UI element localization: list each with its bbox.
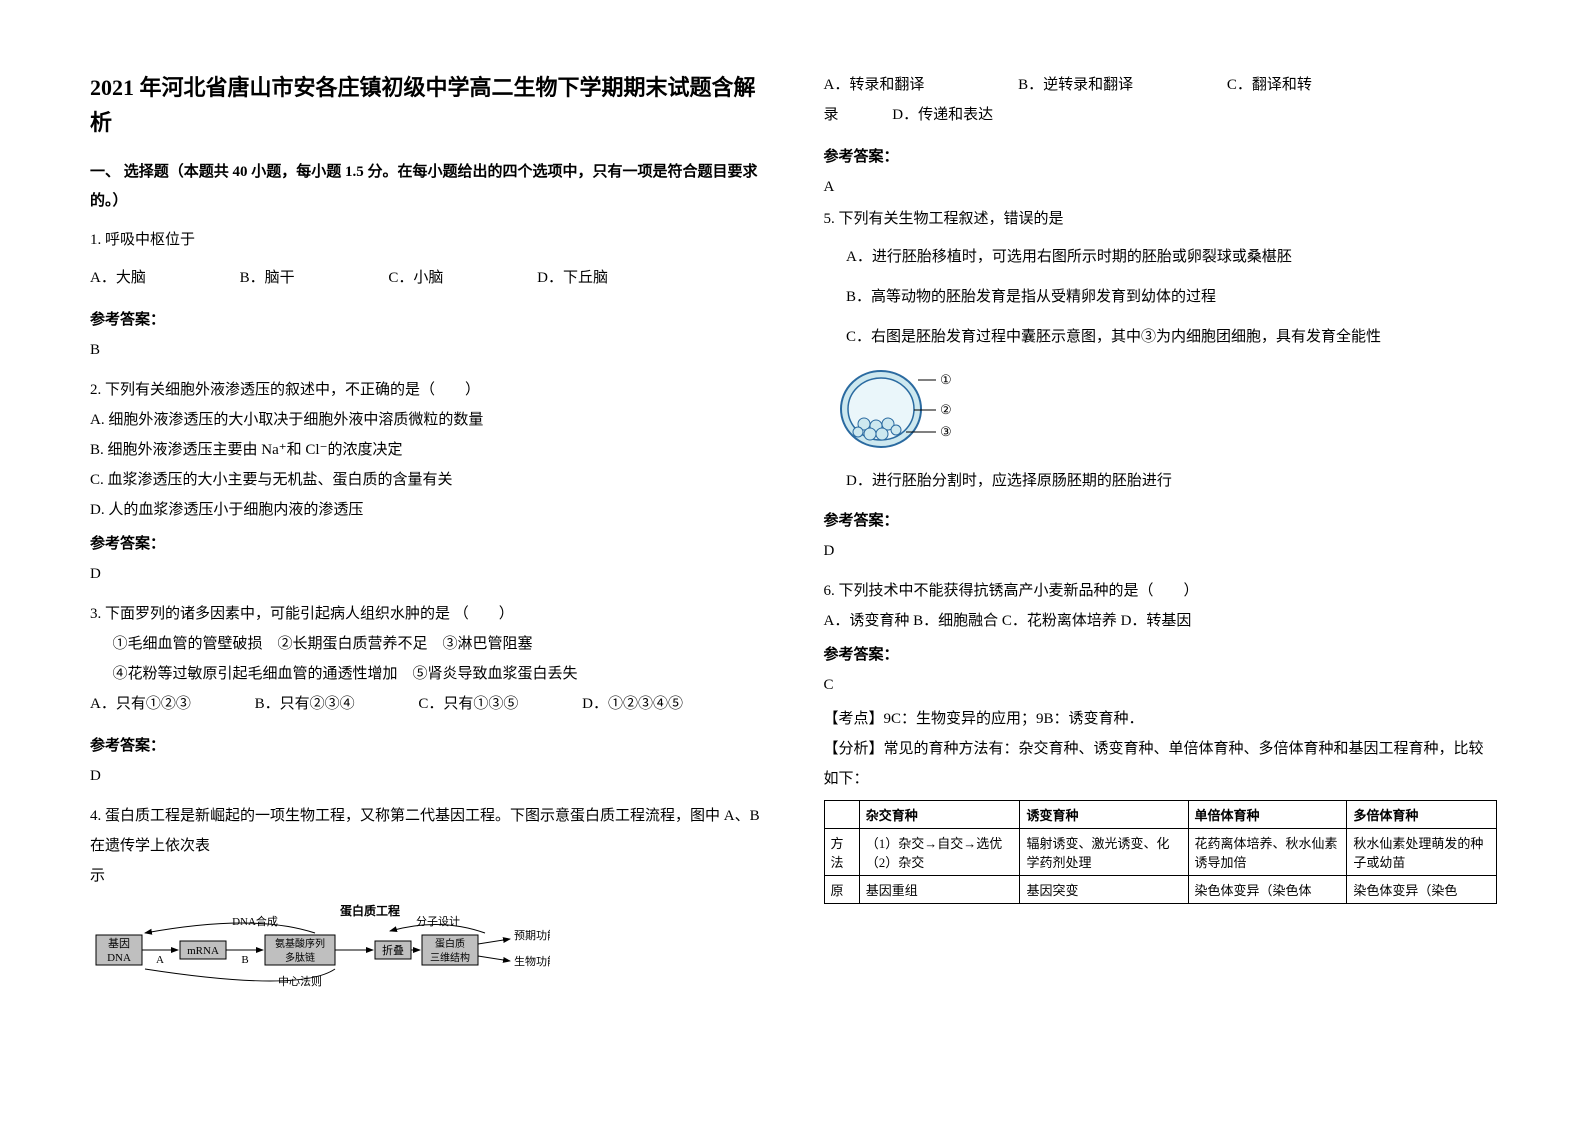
blasto-label-1: ① — [940, 372, 952, 387]
q1-stem: 1. 呼吸中枢位于 — [90, 225, 764, 255]
diagram-arrow-b: B — [241, 954, 248, 966]
q2-opt-d: D. 人的血浆渗透压小于细胞内液的渗透压 — [90, 495, 764, 525]
q4-opt-c2: 录 — [824, 100, 839, 130]
th-3: 单倍体育种 — [1188, 801, 1347, 829]
td: 染色体变异（染色体 — [1188, 876, 1347, 904]
q1-answer-label: 参考答案： — [90, 305, 764, 335]
q4-answer: A — [824, 172, 1498, 202]
th-2: 诱变育种 — [1020, 801, 1188, 829]
right-column: A．转录和翻译 B．逆转录和翻译 C．翻译和转 录 D．传递和表达 参考答案： … — [824, 70, 1498, 1082]
q4-stem1: 4. 蛋白质工程是新崛起的一项生物工程，又称第二代基因工程。下图示意蛋白质工程流… — [90, 801, 764, 861]
td: 基因突变 — [1020, 876, 1188, 904]
th-4: 多倍体育种 — [1347, 801, 1497, 829]
q4-options-line1: A．转录和翻译 B．逆转录和翻译 C．翻译和转 — [824, 70, 1498, 100]
q1-opt-a: A．大脑 — [90, 263, 146, 293]
th-1: 杂交育种 — [859, 801, 1020, 829]
section-heading: 一、 选择题（本题共 40 小题，每小题 1.5 分。在每小题给出的四个选项中，… — [90, 158, 764, 215]
q4-opt-b: B．逆转录和翻译 — [1018, 70, 1133, 100]
table-row: 方法 （1）杂交→自交→选优（2）杂交 辐射诱变、激光诱变、化学药剂处理 花药离… — [824, 829, 1497, 876]
q6-answer: C — [824, 670, 1498, 700]
td: 原 — [824, 876, 859, 904]
q6-fenxi: 【分析】常见的育种方法有：杂交育种、诱变育种、单倍体育种、多倍体育种和基因工程育… — [824, 734, 1498, 794]
q5-answer: D — [824, 536, 1498, 566]
diagram-top-label: 蛋白质工程 — [340, 903, 400, 918]
q3-line1: ①毛细血管的管壁破损 ②长期蛋白质营养不足 ③淋巴管阻塞 — [90, 629, 764, 659]
q1-options: A．大脑 B．脑干 C．小脑 D．下丘脑 — [90, 263, 764, 293]
q1-opt-d: D．下丘脑 — [537, 263, 608, 293]
q6-kaodian: 【考点】9C：生物变异的应用；9B：诱变育种． — [824, 704, 1498, 734]
q6-answer-label: 参考答案： — [824, 640, 1498, 670]
diagram-out1: 预期功能 — [514, 928, 550, 942]
td: 方法 — [824, 829, 859, 876]
q2-opt-b: B. 细胞外液渗透压主要由 Na⁺和 Cl⁻的浓度决定 — [90, 435, 764, 465]
q3-line2: ④花粉等过敏原引起毛细血管的通透性增加 ⑤肾炎导致血浆蛋白丢失 — [90, 659, 764, 689]
q4-options-line2: 录 D．传递和表达 — [824, 100, 1498, 130]
protein-engineering-diagram: 蛋白质工程 DNA合成 分子设计 基因 DNA mRNA 氨基酸序列 多肽链 折… — [90, 903, 550, 993]
diagram-box5-l2: 三维结构 — [430, 951, 470, 964]
q3-answer: D — [90, 761, 764, 791]
q5-opt-d: D．进行胚胎分割时，应选择原肠胚期的胚胎进行 — [824, 466, 1498, 496]
q1-opt-c: C．小脑 — [388, 263, 443, 293]
q5-opt-c: C．右图是胚胎发育过程中囊胚示意图，其中③为内细胞团细胞，具有发育全能性 — [824, 322, 1498, 352]
q3-answer-label: 参考答案： — [90, 731, 764, 761]
diagram-dnasynth-label: DNA合成 — [232, 914, 278, 928]
q4-opt-a: A．转录和翻译 — [824, 70, 925, 100]
diagram-box3-l1: 氨基酸序列 — [275, 937, 325, 950]
q4-stem2: 示 — [90, 861, 764, 891]
diagram-box1-l1: 基因 — [108, 937, 130, 950]
diagram-box5-l1: 蛋白质 — [435, 937, 465, 950]
q2-opt-c: C. 血浆渗透压的大小主要与无机盐、蛋白质的含量有关 — [90, 465, 764, 495]
td: 染色体变异（染色 — [1347, 876, 1497, 904]
q2-answer: D — [90, 559, 764, 589]
diagram-box1-l2: DNA — [107, 952, 131, 964]
q5-opt-a: A．进行胚胎移植时，可选用右图所示时期的胚胎或卵裂球或桑椹胚 — [824, 242, 1498, 272]
td: 辐射诱变、激光诱变、化学药剂处理 — [1020, 829, 1188, 876]
q3-opt-b: B．只有②③④ — [255, 689, 355, 719]
q5-answer-label: 参考答案： — [824, 506, 1498, 536]
exam-title: 2021 年河北省唐山市安各庄镇初级中学高二生物下学期期末试题含解析 — [90, 70, 764, 140]
td: 秋水仙素处理萌发的种子或幼苗 — [1347, 829, 1497, 876]
table-row: 原 基因重组 基因突变 染色体变异（染色体 染色体变异（染色 — [824, 876, 1497, 904]
td: 花药离体培养、秋水仙素诱导加倍 — [1188, 829, 1347, 876]
q3-opt-d: D．①②③④⑤ — [582, 689, 683, 719]
q1-opt-b: B．脑干 — [240, 263, 295, 293]
diagram-box4: 折叠 — [382, 943, 404, 957]
breeding-table: 杂交育种 诱变育种 单倍体育种 多倍体育种 方法 （1）杂交→自交→选优（2）杂… — [824, 800, 1498, 904]
q2-stem: 2. 下列有关细胞外液渗透压的叙述中，不正确的是（ ） — [90, 375, 764, 405]
diagram-design-label: 分子设计 — [416, 915, 460, 928]
q2-answer-label: 参考答案： — [90, 529, 764, 559]
diagram-out2: 生物功能 — [514, 954, 550, 968]
td: 基因重组 — [859, 876, 1020, 904]
q4-answer-label: 参考答案： — [824, 142, 1498, 172]
q5-opt-b: B．高等动物的胚胎发育是指从受精卵发育到幼体的过程 — [824, 282, 1498, 312]
diagram-box3-l2: 多肽链 — [285, 951, 315, 964]
q6-stem: 6. 下列技术中不能获得抗锈高产小麦新品种的是（ ） — [824, 576, 1498, 606]
diagram-arrow-a: A — [156, 954, 164, 966]
th-0 — [824, 801, 859, 829]
q6-opts: A．诱变育种 B．细胞融合 C．花粉离体培养 D．转基因 — [824, 606, 1498, 636]
q2-opt-a: A. 细胞外液渗透压的大小取决于细胞外液中溶质微粒的数量 — [90, 405, 764, 435]
q1-answer: B — [90, 335, 764, 365]
q5-stem: 5. 下列有关生物工程叙述，错误的是 — [824, 204, 1498, 234]
q3-opt-c: C．只有①③⑤ — [418, 689, 518, 719]
td: （1）杂交→自交→选优（2）杂交 — [859, 829, 1020, 876]
table-header-row: 杂交育种 诱变育种 单倍体育种 多倍体育种 — [824, 801, 1497, 829]
blastocyst-diagram: ① ② ③ — [836, 364, 986, 454]
blasto-label-3: ③ — [940, 424, 952, 439]
q3-stem: 3. 下面罗列的诸多因素中，可能引起病人组织水肿的是 （ ） — [90, 599, 764, 629]
left-column: 2021 年河北省唐山市安各庄镇初级中学高二生物下学期期末试题含解析 一、 选择… — [90, 70, 764, 1082]
q4-opt-c: C．翻译和转 — [1227, 70, 1312, 100]
blasto-label-2: ② — [940, 402, 952, 417]
q3-options: A．只有①②③ B．只有②③④ C．只有①③⑤ D．①②③④⑤ — [90, 689, 764, 719]
diagram-box2: mRNA — [187, 945, 219, 957]
q3-opt-a: A．只有①②③ — [90, 689, 191, 719]
q4-opt-d: D．传递和表达 — [892, 100, 993, 130]
